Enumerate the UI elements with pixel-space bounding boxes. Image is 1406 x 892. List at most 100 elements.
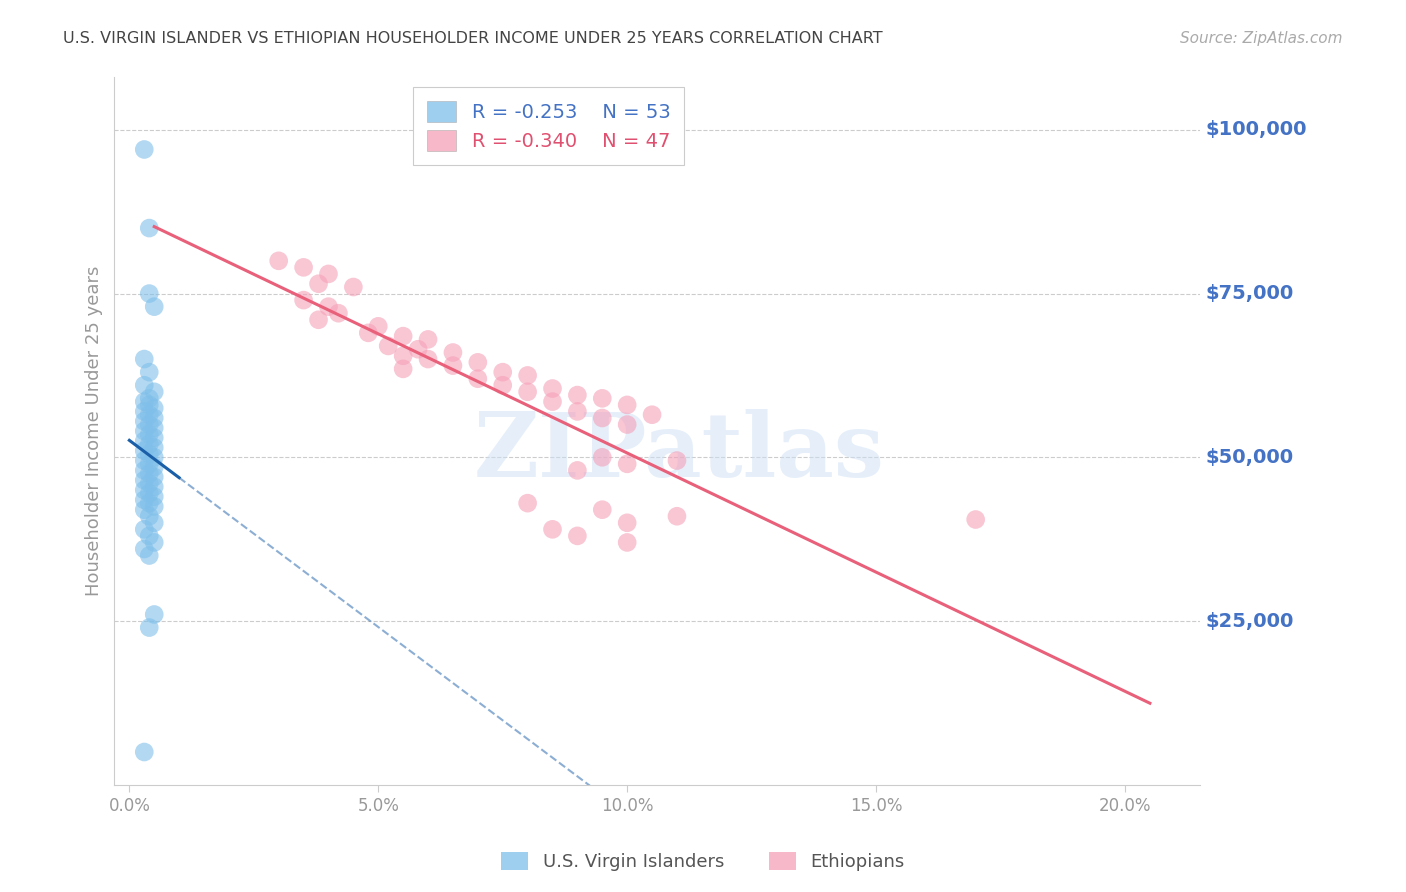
Point xyxy=(143,411,166,425)
Point xyxy=(406,343,429,357)
Point xyxy=(267,253,290,268)
Point xyxy=(591,411,613,425)
Point xyxy=(134,143,156,157)
Point xyxy=(965,512,987,526)
Point xyxy=(516,384,538,399)
Point xyxy=(138,437,160,451)
Point xyxy=(392,329,415,343)
Point xyxy=(292,293,315,307)
Point xyxy=(138,408,160,422)
Point xyxy=(134,434,156,448)
Point xyxy=(138,392,160,406)
Point xyxy=(591,502,613,516)
Point xyxy=(134,463,156,477)
Point xyxy=(134,404,156,418)
Point xyxy=(467,372,489,386)
Point xyxy=(616,398,638,412)
Point xyxy=(308,277,330,291)
Point xyxy=(138,365,160,379)
Point xyxy=(616,457,638,471)
Point xyxy=(292,260,315,275)
Point xyxy=(467,355,489,369)
Legend: R = -0.253    N = 53, R = -0.340    N = 47: R = -0.253 N = 53, R = -0.340 N = 47 xyxy=(413,87,683,164)
Point xyxy=(318,267,340,281)
Point xyxy=(541,394,564,409)
Text: ZIPatlas: ZIPatlas xyxy=(474,409,884,496)
Point xyxy=(143,401,166,416)
Point xyxy=(138,549,160,563)
Point xyxy=(416,352,439,367)
Point xyxy=(134,492,156,507)
Point xyxy=(138,447,160,461)
Point xyxy=(616,417,638,432)
Point xyxy=(516,496,538,510)
Point xyxy=(441,345,464,359)
Text: $100,000: $100,000 xyxy=(1205,120,1306,139)
Point xyxy=(134,541,156,556)
Point xyxy=(416,333,439,347)
Point xyxy=(541,382,564,396)
Text: $50,000: $50,000 xyxy=(1205,448,1294,467)
Point xyxy=(143,421,166,435)
Point xyxy=(138,476,160,491)
Point xyxy=(665,509,688,524)
Point xyxy=(143,441,166,455)
Point xyxy=(138,486,160,500)
Point xyxy=(441,359,464,373)
Point xyxy=(342,280,364,294)
Point xyxy=(138,286,160,301)
Point xyxy=(567,388,589,402)
Point xyxy=(143,490,166,504)
Point xyxy=(143,450,166,465)
Point xyxy=(134,483,156,497)
Point xyxy=(143,300,166,314)
Point xyxy=(392,362,415,376)
Point xyxy=(138,496,160,510)
Y-axis label: Householder Income Under 25 years: Householder Income Under 25 years xyxy=(86,266,103,596)
Point xyxy=(308,312,330,326)
Text: Source: ZipAtlas.com: Source: ZipAtlas.com xyxy=(1180,31,1343,46)
Point xyxy=(138,457,160,471)
Point xyxy=(567,463,589,477)
Point xyxy=(665,453,688,467)
Point xyxy=(138,427,160,442)
Point xyxy=(138,398,160,412)
Point xyxy=(377,339,399,353)
Point xyxy=(138,509,160,524)
Point xyxy=(616,535,638,549)
Text: $75,000: $75,000 xyxy=(1205,284,1294,303)
Point xyxy=(492,378,515,392)
Point xyxy=(567,529,589,543)
Point xyxy=(134,378,156,392)
Point xyxy=(138,529,160,543)
Point xyxy=(134,394,156,409)
Point xyxy=(134,424,156,438)
Point xyxy=(143,470,166,484)
Point xyxy=(138,221,160,235)
Point xyxy=(134,473,156,487)
Point xyxy=(567,404,589,418)
Point xyxy=(143,535,166,549)
Point xyxy=(138,417,160,432)
Point xyxy=(516,368,538,383)
Point xyxy=(138,621,160,635)
Point xyxy=(134,502,156,516)
Point xyxy=(143,460,166,475)
Point xyxy=(134,414,156,428)
Point xyxy=(591,450,613,465)
Point xyxy=(328,306,350,320)
Point xyxy=(143,516,166,530)
Point xyxy=(318,300,340,314)
Point xyxy=(134,522,156,536)
Point xyxy=(134,453,156,467)
Text: U.S. VIRGIN ISLANDER VS ETHIOPIAN HOUSEHOLDER INCOME UNDER 25 YEARS CORRELATION : U.S. VIRGIN ISLANDER VS ETHIOPIAN HOUSEH… xyxy=(63,31,883,46)
Point xyxy=(591,392,613,406)
Point xyxy=(367,319,389,334)
Point xyxy=(134,443,156,458)
Legend: U.S. Virgin Islanders, Ethiopians: U.S. Virgin Islanders, Ethiopians xyxy=(494,845,912,879)
Point xyxy=(357,326,380,340)
Point xyxy=(143,384,166,399)
Point xyxy=(138,467,160,481)
Point xyxy=(492,365,515,379)
Text: $25,000: $25,000 xyxy=(1205,612,1294,631)
